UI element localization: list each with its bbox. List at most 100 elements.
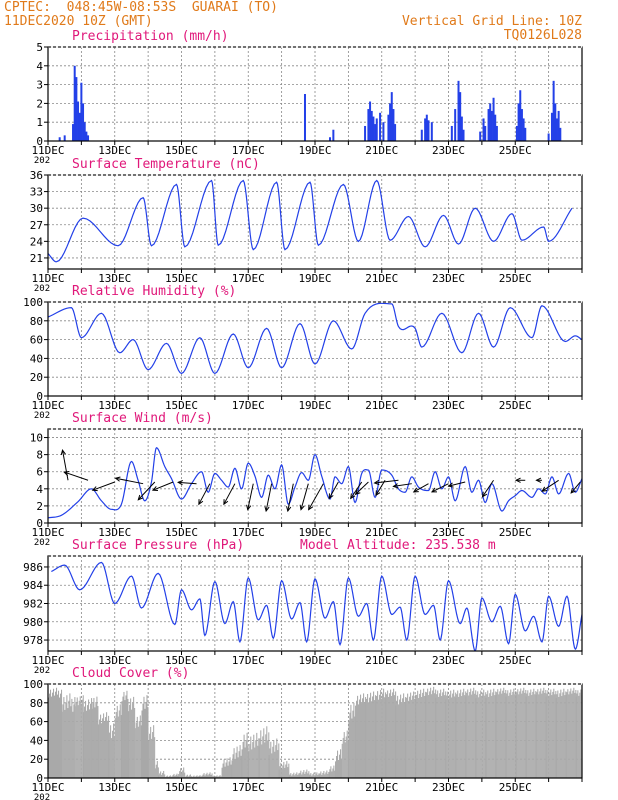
wind-arrow (300, 483, 309, 510)
y-tick-label: 1 (36, 116, 43, 129)
cloud-bar (457, 690, 459, 778)
cloud-bar (139, 715, 141, 778)
cloud-bar (64, 709, 66, 778)
y-tick-label: 30 (30, 202, 43, 215)
y-tick-label: 986 (23, 561, 43, 574)
cloud-bar (322, 772, 324, 778)
cloud-bar (150, 726, 152, 778)
cloud-bar (336, 755, 338, 778)
y-tick-label: 0 (36, 390, 43, 403)
cloud-bar (356, 700, 358, 778)
cloud-bar (223, 759, 225, 778)
cloud-bar (537, 689, 539, 778)
precip-bar (369, 101, 372, 141)
wind-arrow-head (177, 480, 183, 486)
cloud-bar (416, 694, 418, 778)
wind-arrow-head (91, 486, 98, 492)
cloud-bar (381, 698, 383, 778)
cloud-bar (62, 704, 64, 778)
cloud-bar (326, 770, 328, 778)
wind-arrow-head (286, 506, 292, 513)
x-year-label: 202 (34, 793, 50, 800)
cloud-bar (49, 693, 51, 778)
temp-line (48, 179, 573, 263)
cloud-bar (50, 689, 52, 778)
y-tick-label: 100 (23, 678, 43, 691)
cloud-bar (251, 749, 253, 778)
cloud-bar (499, 691, 501, 778)
cloud-bar (505, 696, 507, 778)
cloud-bar (296, 772, 298, 778)
x-tick-label: 15DEC (165, 781, 198, 794)
cloud-bar (297, 774, 299, 778)
x-tick-label: 19DEC (298, 526, 331, 539)
cloud-bar (350, 704, 352, 778)
x-tick-label: 21DEC (365, 399, 398, 412)
cloud-bar (570, 688, 572, 778)
cloud-bar (510, 689, 512, 778)
cloud-bar (353, 702, 355, 778)
cloud-bar (328, 772, 330, 778)
cloud-bar (195, 776, 197, 778)
cloud-bar (475, 698, 477, 778)
precip-bar (387, 114, 390, 141)
wind-arrow (265, 483, 273, 512)
precip-bar (77, 101, 80, 141)
cloud-bar (483, 689, 485, 778)
cloud-bar (78, 700, 80, 778)
cloud-bar (514, 694, 516, 778)
wind-arrow-head (541, 486, 548, 492)
cloud-bar (224, 766, 226, 778)
cloud-bar (434, 693, 436, 778)
cloud-bar (355, 705, 357, 778)
cloud-bar (337, 750, 339, 778)
cloud-bar (63, 697, 65, 778)
cloud-bar (51, 696, 53, 778)
cloud-bar (162, 772, 164, 778)
x-tick-label: 19DEC (298, 272, 331, 285)
cloud-bar (164, 774, 166, 778)
cloud-bar (274, 751, 276, 778)
cloud-bar (408, 700, 410, 778)
cloud-bar (197, 776, 199, 778)
cloud-bar (256, 732, 258, 778)
cloud-bar (304, 773, 306, 778)
cloud-bar (559, 693, 561, 778)
cloud-bar (374, 700, 376, 778)
cloud-bar (163, 770, 165, 778)
precip-bar (519, 90, 522, 141)
cloud-bar (240, 755, 242, 778)
precip-bar (459, 92, 462, 141)
y-tick-label: 2 (36, 500, 43, 513)
cloud-bar (201, 776, 203, 778)
cloud-bar (342, 737, 344, 778)
cloud-bar (470, 688, 472, 778)
cloud-bar (137, 726, 139, 778)
cloud-bar (198, 775, 200, 778)
pres-line (51, 561, 582, 651)
cloud-bar (56, 687, 58, 778)
cloud-bar (264, 742, 266, 778)
cloud-bar (466, 692, 468, 778)
cloud-bar (468, 695, 470, 778)
cloud-bar (87, 705, 89, 778)
cloud-bar (509, 692, 511, 778)
cloud-bar (338, 760, 340, 778)
cloud-bar (209, 772, 211, 778)
cloud-bar (428, 695, 430, 778)
x-tick-label: 25DEC (499, 272, 532, 285)
wind-arrow-head (328, 493, 334, 500)
x-tick-label: 13DEC (98, 781, 131, 794)
cloud-bar (227, 765, 229, 778)
rh-marks (48, 302, 582, 375)
cloud-bar (362, 698, 364, 778)
cloud-bar (225, 762, 227, 778)
cloud-bar (492, 692, 494, 778)
precip-bar (389, 103, 392, 141)
cloud-bar (325, 772, 327, 778)
cloud-bar (208, 773, 210, 778)
header-code: TQ0126L028 (503, 28, 582, 43)
cloud-bar (185, 775, 187, 778)
x-tick-label: 15DEC (165, 272, 198, 285)
cloud-bar (361, 703, 363, 778)
